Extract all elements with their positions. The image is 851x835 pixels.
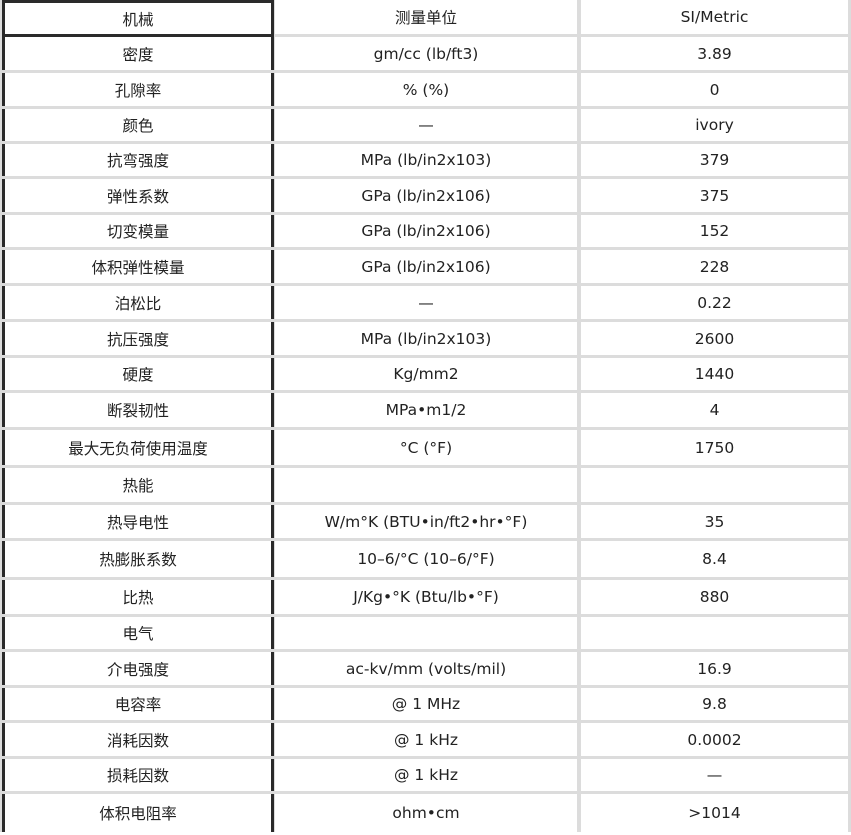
- table-row: 颜色 — ivory: [0, 109, 851, 144]
- property-cell: 最大无负荷使用温度: [2, 430, 274, 465]
- property-cell: 密度: [2, 37, 274, 70]
- property-cell: 热膨胀系数: [2, 541, 274, 577]
- unit-cell: GPa (lb/in2x106): [275, 250, 577, 283]
- table-row: 体积电阻率 ohm•cm >1014: [0, 794, 851, 835]
- value-cell: 0.0002: [581, 723, 848, 756]
- property-cell: 体积弹性模量: [2, 250, 274, 283]
- table-row: 弹性系数 GPa (lb/in2x106) 375: [0, 179, 851, 215]
- header-unit: 测量单位: [275, 0, 577, 34]
- property-cell: 切变模量: [2, 215, 274, 247]
- unit-cell: °C (°F): [275, 430, 577, 465]
- unit-cell: 10–6/°C (10–6/°F): [275, 541, 577, 577]
- value-cell: 4: [581, 393, 848, 427]
- unit-cell: J/Kg•°K (Btu/lb•°F): [275, 580, 577, 614]
- property-cell: 泊松比: [2, 286, 274, 319]
- table-row: 断裂韧性 MPa•m1/2 4: [0, 393, 851, 430]
- value-cell: 8.4: [581, 541, 848, 577]
- unit-cell: @ 1 kHz: [275, 723, 577, 756]
- table-row: 损耗因数 @ 1 kHz —: [0, 759, 851, 794]
- property-cell: 抗弯强度: [2, 144, 274, 176]
- unit-cell: gm/cc (lb/ft3): [275, 37, 577, 70]
- table-row: 比热 J/Kg•°K (Btu/lb•°F) 880: [0, 580, 851, 617]
- unit-cell: MPa (lb/in2x103): [275, 322, 577, 355]
- property-cell: 颜色: [2, 109, 274, 141]
- property-cell: 孔隙率: [2, 73, 274, 106]
- value-cell: 375: [581, 179, 848, 212]
- property-cell: 电容率: [2, 688, 274, 720]
- header-value: SI/Metric: [581, 0, 848, 34]
- value-cell: 3.89: [581, 37, 848, 70]
- table-row: 硬度 Kg/mm2 1440: [0, 358, 851, 393]
- property-cell: 消耗因数: [2, 723, 274, 756]
- value-cell: 379: [581, 144, 848, 176]
- value-cell: 880: [581, 580, 848, 614]
- table-row: 密度 gm/cc (lb/ft3) 3.89: [0, 37, 851, 73]
- table-row: 最大无负荷使用温度 °C (°F) 1750: [0, 430, 851, 468]
- table-row: 切变模量 GPa (lb/in2x106) 152: [0, 215, 851, 250]
- value-cell: 228: [581, 250, 848, 283]
- unit-cell: @ 1 MHz: [275, 688, 577, 720]
- unit-cell: GPa (lb/in2x106): [275, 179, 577, 212]
- table-row: 电气: [0, 617, 851, 652]
- unit-cell: GPa (lb/in2x106): [275, 215, 577, 247]
- property-cell: 抗压强度: [2, 322, 274, 355]
- value-cell: [581, 617, 848, 649]
- unit-cell: [275, 468, 577, 502]
- unit-cell: ohm•cm: [275, 794, 577, 832]
- property-cell: 介电强度: [2, 652, 274, 685]
- unit-cell: W/m°K (BTU•in/ft2•hr•°F): [275, 505, 577, 538]
- unit-cell: @ 1 kHz: [275, 759, 577, 791]
- property-cell: 比热: [2, 580, 274, 614]
- property-cell: 损耗因数: [2, 759, 274, 791]
- value-cell: 1750: [581, 430, 848, 465]
- header-property: 机械: [2, 0, 274, 37]
- table-row: 抗弯强度 MPa (lb/in2x103) 379: [0, 144, 851, 179]
- unit-cell: MPa•m1/2: [275, 393, 577, 427]
- table-row: 消耗因数 @ 1 kHz 0.0002: [0, 723, 851, 759]
- value-cell: >1014: [581, 794, 848, 832]
- table-row: 孔隙率% (%) 0: [0, 73, 851, 109]
- table-row: 热能: [0, 468, 851, 505]
- value-cell: ivory: [581, 109, 848, 141]
- unit-cell: [275, 617, 577, 649]
- value-cell: 2600: [581, 322, 848, 355]
- table-row: 泊松比 —0.22: [0, 286, 851, 322]
- unit-cell: MPa (lb/in2x103): [275, 144, 577, 176]
- unit-cell: —: [275, 109, 577, 141]
- property-cell: 弹性系数: [2, 179, 274, 212]
- table-row: 抗压强度 MPa (lb/in2x103) 2600: [0, 322, 851, 358]
- property-cell: 硬度: [2, 358, 274, 390]
- property-cell: 热导电性: [2, 505, 274, 538]
- value-cell: —: [581, 759, 848, 791]
- value-cell: 1440: [581, 358, 848, 390]
- value-cell: [581, 468, 848, 502]
- table-row: 体积弹性模量 GPa (lb/in2x106) 228: [0, 250, 851, 286]
- value-cell: 16.9: [581, 652, 848, 685]
- value-cell: 9.8: [581, 688, 848, 720]
- value-cell: 0: [581, 73, 848, 106]
- property-cell: 电气: [2, 617, 274, 649]
- unit-cell: Kg/mm2: [275, 358, 577, 390]
- value-cell: 35: [581, 505, 848, 538]
- property-cell: 断裂韧性: [2, 393, 274, 427]
- property-cell: 体积电阻率: [2, 794, 274, 832]
- table-row: 电容率 @ 1 MHz 9.8: [0, 688, 851, 723]
- unit-cell: % (%): [275, 73, 577, 106]
- unit-cell: ac-kv/mm (volts/mil): [275, 652, 577, 685]
- table-row: 热导电性 W/m°K (BTU•in/ft2•hr•°F) 35: [0, 505, 851, 541]
- unit-cell: —: [275, 286, 577, 319]
- value-cell: 152: [581, 215, 848, 247]
- table-row: 介电强度 ac-kv/mm (volts/mil) 16.9: [0, 652, 851, 688]
- table-header-row: 机械 测量单位 SI/Metric: [0, 0, 851, 37]
- value-cell: 0.22: [581, 286, 848, 319]
- property-cell: 热能: [2, 468, 274, 502]
- table-row: 热膨胀系数 10–6/°C (10–6/°F) 8.4: [0, 541, 851, 580]
